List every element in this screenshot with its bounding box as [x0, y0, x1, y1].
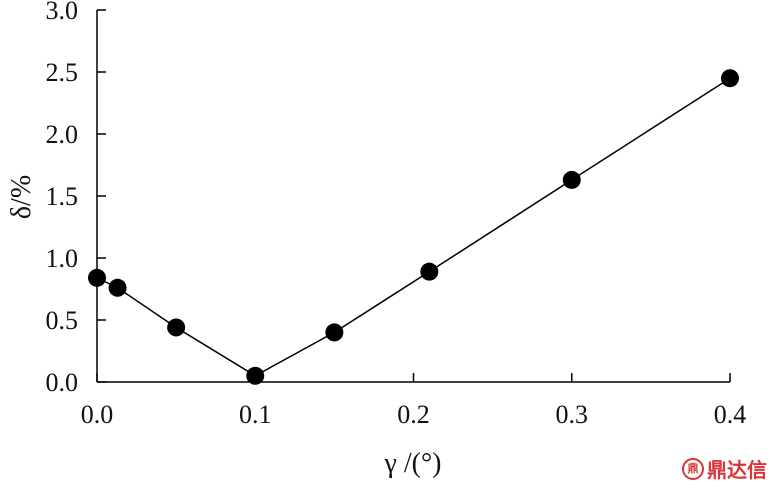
- data-point: [167, 318, 186, 337]
- y-tick-label: 1.5: [46, 182, 79, 211]
- series-line: [96, 77, 731, 377]
- y-tick-label: 1.0: [46, 244, 79, 273]
- data-point: [108, 278, 127, 297]
- axes: [96, 10, 730, 383]
- data-point: [562, 170, 581, 189]
- watermark: 鼎 鼎达信: [682, 454, 767, 483]
- y-tick-label: 2.0: [46, 120, 79, 149]
- x-tick-label: 0.2: [397, 400, 430, 429]
- x-tick-label: 0.3: [556, 400, 589, 429]
- y-tick-label: 3.0: [46, 0, 79, 25]
- data-point: [88, 268, 106, 287]
- x-tick-label: 0.1: [239, 400, 272, 429]
- series-layer: [88, 69, 739, 385]
- dingda-logo-icon: 鼎: [682, 457, 704, 480]
- watermark-text: 鼎达信: [707, 458, 767, 482]
- data-point: [325, 323, 344, 342]
- y-tick-label: 0.5: [46, 306, 79, 335]
- data-point: [420, 262, 439, 281]
- x-axis-label: γ /(°): [384, 448, 442, 479]
- ticks: 0.0 0.1 0.2 0.3 0.4 0.0 0.5 1.0 1.5 2.0 2.5 3.0: [46, 0, 747, 429]
- y-axis-label: δ/%: [6, 175, 37, 219]
- x-tick-label: 0.4: [714, 400, 747, 429]
- data-point: [721, 69, 739, 88]
- y-tick-label: 0.0: [46, 368, 79, 397]
- x-tick-label: 0.0: [81, 400, 114, 429]
- data-point: [246, 366, 265, 385]
- y-tick-label: 2.5: [46, 58, 79, 87]
